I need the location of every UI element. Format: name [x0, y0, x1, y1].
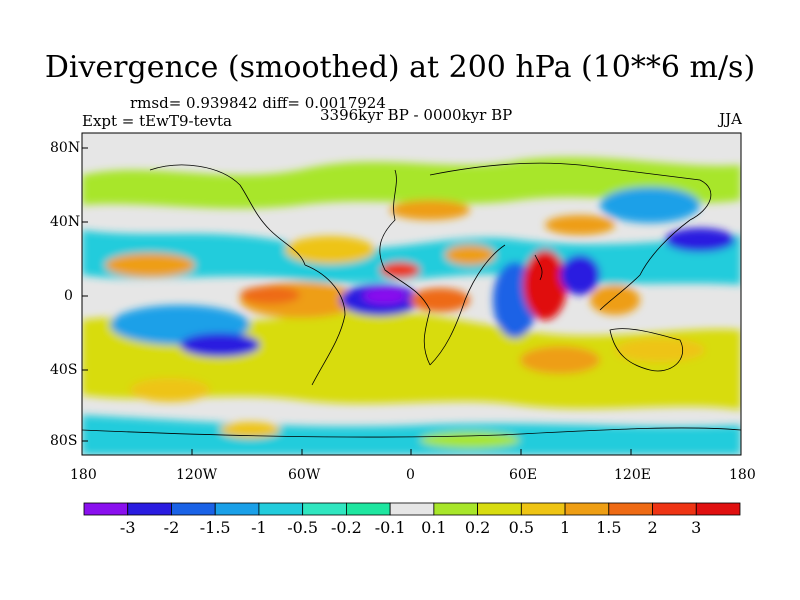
experiment-label: Expt = tEwT9-tevta — [82, 112, 232, 130]
colorbar-label: -1 — [251, 518, 267, 537]
lat-label-80s: 80S — [50, 433, 78, 449]
colorbar-swatch — [389, 502, 435, 516]
season-label: JJA — [719, 110, 742, 128]
lon-label-120w: 120W — [176, 467, 218, 483]
coastlines — [82, 162, 741, 438]
colorbar-swatch — [652, 502, 697, 516]
colorbar-label: 0.2 — [464, 518, 491, 537]
colorbar-swatch — [302, 502, 347, 516]
lat-label-0: 0 — [64, 288, 73, 304]
colorbar-swatch — [127, 502, 172, 516]
colorbar-swatch — [695, 502, 741, 516]
colorbar-label: -0.2 — [330, 518, 362, 537]
colorbar-label: 2 — [647, 518, 658, 537]
colorbar-label: -3 — [119, 518, 136, 537]
colorbar — [83, 502, 741, 516]
colorbar-label: -2 — [163, 518, 180, 537]
colorbar-swatch — [477, 502, 522, 516]
lat-label-40n: 40N — [50, 214, 81, 230]
axis-ticks — [81, 147, 742, 455]
colorbar-label: -1.5 — [199, 518, 231, 537]
stats-text: rmsd= 0.939842 diff= 0.0017924 — [130, 94, 386, 112]
colorbar-swatch — [564, 502, 610, 516]
colorbar-label: -0.1 — [374, 518, 406, 537]
colorbar-swatch — [520, 502, 566, 516]
lon-label-0: 0 — [406, 467, 415, 483]
colorbar-swatch — [258, 502, 304, 516]
colorbar-label: -0.5 — [287, 518, 319, 537]
map-title: Divergence (smoothed) at 200 hPa (10**6 … — [44, 50, 756, 85]
colorbar-label: 3 — [691, 518, 702, 537]
lon-label-180e: 180 — [729, 467, 756, 483]
lon-label-60w: 60W — [288, 467, 321, 483]
lon-label-60e: 60E — [509, 467, 538, 483]
colorbar-label: 1.5 — [596, 518, 622, 537]
colorbar-label: 0.1 — [421, 518, 447, 537]
colorbar-swatch — [608, 502, 653, 516]
colorbar-label: 1 — [559, 518, 571, 537]
colorbar-swatch — [345, 502, 391, 516]
colorbar-swatch — [83, 502, 129, 516]
period-label: 3396kyr BP - 0000kyr BP — [320, 106, 513, 124]
colorbar-swatch — [171, 502, 216, 516]
colorbar-label: 0.5 — [508, 518, 535, 537]
lat-label-40s: 40S — [50, 362, 78, 378]
colorbar-swatch — [433, 502, 479, 516]
lat-label-80n: 80N — [50, 140, 81, 156]
colorbar-swatch — [214, 502, 260, 516]
lon-label-120e: 120E — [614, 467, 651, 483]
contour-field — [82, 157, 741, 455]
lon-label-180w: 180 — [70, 467, 97, 483]
